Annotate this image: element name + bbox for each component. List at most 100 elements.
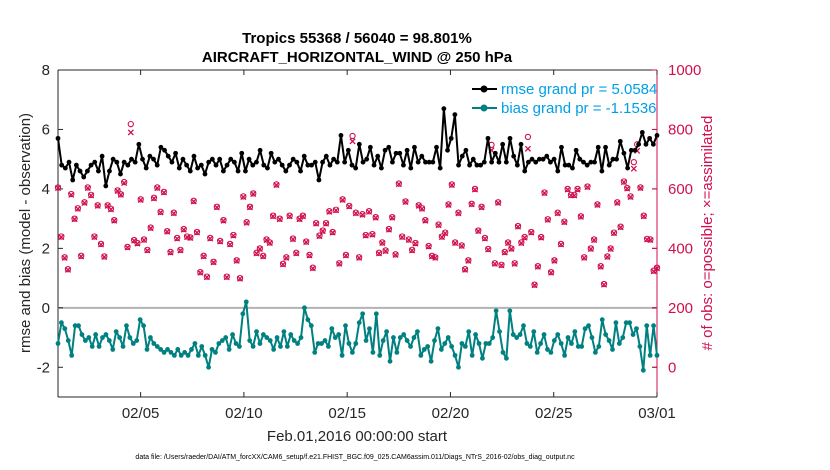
rmse-point — [441, 106, 447, 112]
bias-point — [291, 338, 297, 343]
obs-assimilated-point — [137, 196, 144, 203]
obs-assimilated-point — [289, 236, 297, 243]
obs-possible-point — [442, 229, 449, 236]
bias-point — [579, 344, 585, 349]
bias-point — [240, 311, 246, 317]
obs-possible-point — [385, 225, 393, 233]
obs-assimilated-point — [54, 184, 62, 192]
obs-possible-point — [193, 228, 201, 236]
obs-possible-point — [223, 273, 230, 280]
bias-point — [332, 335, 338, 340]
bias-point — [117, 335, 123, 340]
rmse-point — [573, 147, 579, 153]
obs-assimilated-point — [243, 219, 250, 226]
bias-point — [76, 323, 81, 329]
obs-possible-point — [607, 245, 614, 252]
bias-point — [134, 338, 140, 343]
rmse-point — [555, 168, 561, 174]
bias-point — [349, 350, 355, 355]
rmse-point — [254, 159, 259, 165]
rmse-point — [592, 159, 597, 165]
bias-point — [247, 338, 253, 343]
rmse-point — [551, 156, 557, 162]
bias-point — [144, 347, 150, 352]
rmse-point — [118, 171, 123, 177]
bias-point — [100, 335, 105, 340]
rmse-point — [312, 159, 318, 165]
obs-possible-point — [91, 233, 98, 240]
rmse-point — [386, 144, 392, 150]
obs-possible-point — [54, 184, 62, 191]
obs-possible-point — [356, 254, 363, 261]
obs-possible-point — [382, 247, 389, 254]
obs-assimilated-point — [213, 204, 220, 211]
obs-assimilated-point — [246, 204, 254, 211]
obs-possible-point — [164, 227, 171, 235]
obs-assimilated-point — [144, 247, 151, 254]
obs-assimilated-point — [362, 232, 369, 239]
obs-assimilated-point — [78, 253, 85, 260]
obs-assimilated-point — [207, 235, 214, 242]
legend-rmse-marker — [480, 85, 488, 93]
rmse-point — [511, 153, 517, 159]
obs-possible-point — [250, 190, 257, 197]
rmse-point — [617, 138, 623, 144]
obs-possible-point — [71, 215, 78, 222]
rmse-point — [66, 159, 72, 165]
obs-possible-point — [359, 211, 366, 218]
obs-possible-point — [329, 228, 336, 236]
bias-point — [596, 344, 602, 349]
rmse-point — [364, 156, 370, 162]
obs-possible-point — [332, 206, 340, 213]
rmse-point — [265, 165, 270, 171]
obs-assimilated-point — [541, 190, 548, 197]
bias-point — [445, 335, 451, 340]
rmse-point — [621, 150, 627, 156]
obs-assimilated-point — [600, 281, 608, 288]
bias-point — [384, 329, 389, 334]
rmse-point — [99, 153, 105, 159]
obs-assimilated-point — [461, 266, 469, 273]
obs-possible-point — [554, 209, 561, 216]
bias-point — [120, 344, 126, 349]
obs-assimilated-point — [101, 253, 108, 261]
left-tick-label: -2 — [37, 359, 50, 376]
bias-point — [216, 341, 222, 346]
bias-point — [192, 341, 198, 346]
bias-point — [503, 355, 509, 361]
obs-possible-point — [475, 227, 482, 234]
obs-possible-point — [114, 187, 121, 194]
bias-point — [524, 341, 530, 346]
rmse-point — [412, 144, 417, 150]
obs-assimilated-point — [448, 181, 455, 189]
rmse-point — [452, 112, 458, 117]
bias-point — [490, 335, 496, 340]
obs-possible-point — [243, 219, 250, 226]
obs-possible-point — [137, 196, 144, 203]
bias-point — [592, 350, 598, 355]
obs-assimilated-point — [531, 282, 538, 289]
obs-assimilated-point — [534, 263, 541, 270]
rmse-point — [614, 156, 619, 162]
obs-possible-point — [289, 235, 297, 242]
rmse-point — [73, 162, 79, 168]
rmse-point — [353, 165, 359, 171]
obs-assimilated-point — [405, 236, 412, 244]
obs-possible-point — [134, 239, 141, 247]
rmse-point — [522, 168, 528, 174]
rmse-point — [243, 168, 248, 174]
obs-possible-point — [528, 228, 535, 236]
bias-point — [254, 329, 259, 334]
rmse-point — [217, 156, 223, 162]
obs-possible-point — [538, 233, 545, 241]
rmse-point — [268, 150, 274, 156]
rmse-point — [349, 162, 355, 168]
rmse-point — [316, 177, 322, 183]
bias-point — [178, 352, 184, 358]
bias-point — [110, 347, 116, 352]
obs-assimilated-point — [528, 229, 535, 236]
obs-assimilated-point — [303, 239, 310, 246]
obs-assimilated-point — [187, 234, 194, 242]
obs-assimilated-point — [356, 254, 363, 261]
